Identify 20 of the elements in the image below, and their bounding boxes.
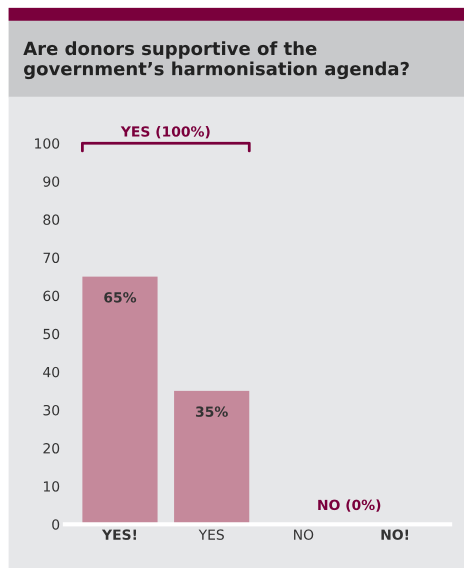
- y-tick-label: 50: [43, 328, 60, 340]
- data-label: 35%: [196, 406, 228, 417]
- y-tick-label: 40: [43, 366, 60, 378]
- x-tick-label: NO: [294, 529, 314, 540]
- y-tick-label: 10: [44, 481, 60, 492]
- y-tick-label: 0: [52, 519, 60, 530]
- y-tick-label: 80: [43, 214, 60, 225]
- y-tick-label: 30: [43, 404, 60, 416]
- y-tick-label: 70: [44, 252, 60, 264]
- y-tick-label: 20: [43, 443, 60, 454]
- x-tick-label: YES!: [102, 529, 136, 540]
- y-tick-label: 90: [43, 176, 60, 187]
- x-tick-label: NO!: [381, 529, 408, 540]
- x-tick-label: YES: [198, 529, 224, 540]
- chart-title: Are donors supportive of the government’s harmonisation agenda?: [23, 41, 409, 80]
- data-label: 65%: [104, 292, 136, 303]
- text: YES (100%): [120, 126, 210, 138]
- y-tick-label: 60: [43, 290, 60, 302]
- annotation: NO (0%): [318, 499, 380, 512]
- y-tick-label: 100: [35, 138, 60, 149]
